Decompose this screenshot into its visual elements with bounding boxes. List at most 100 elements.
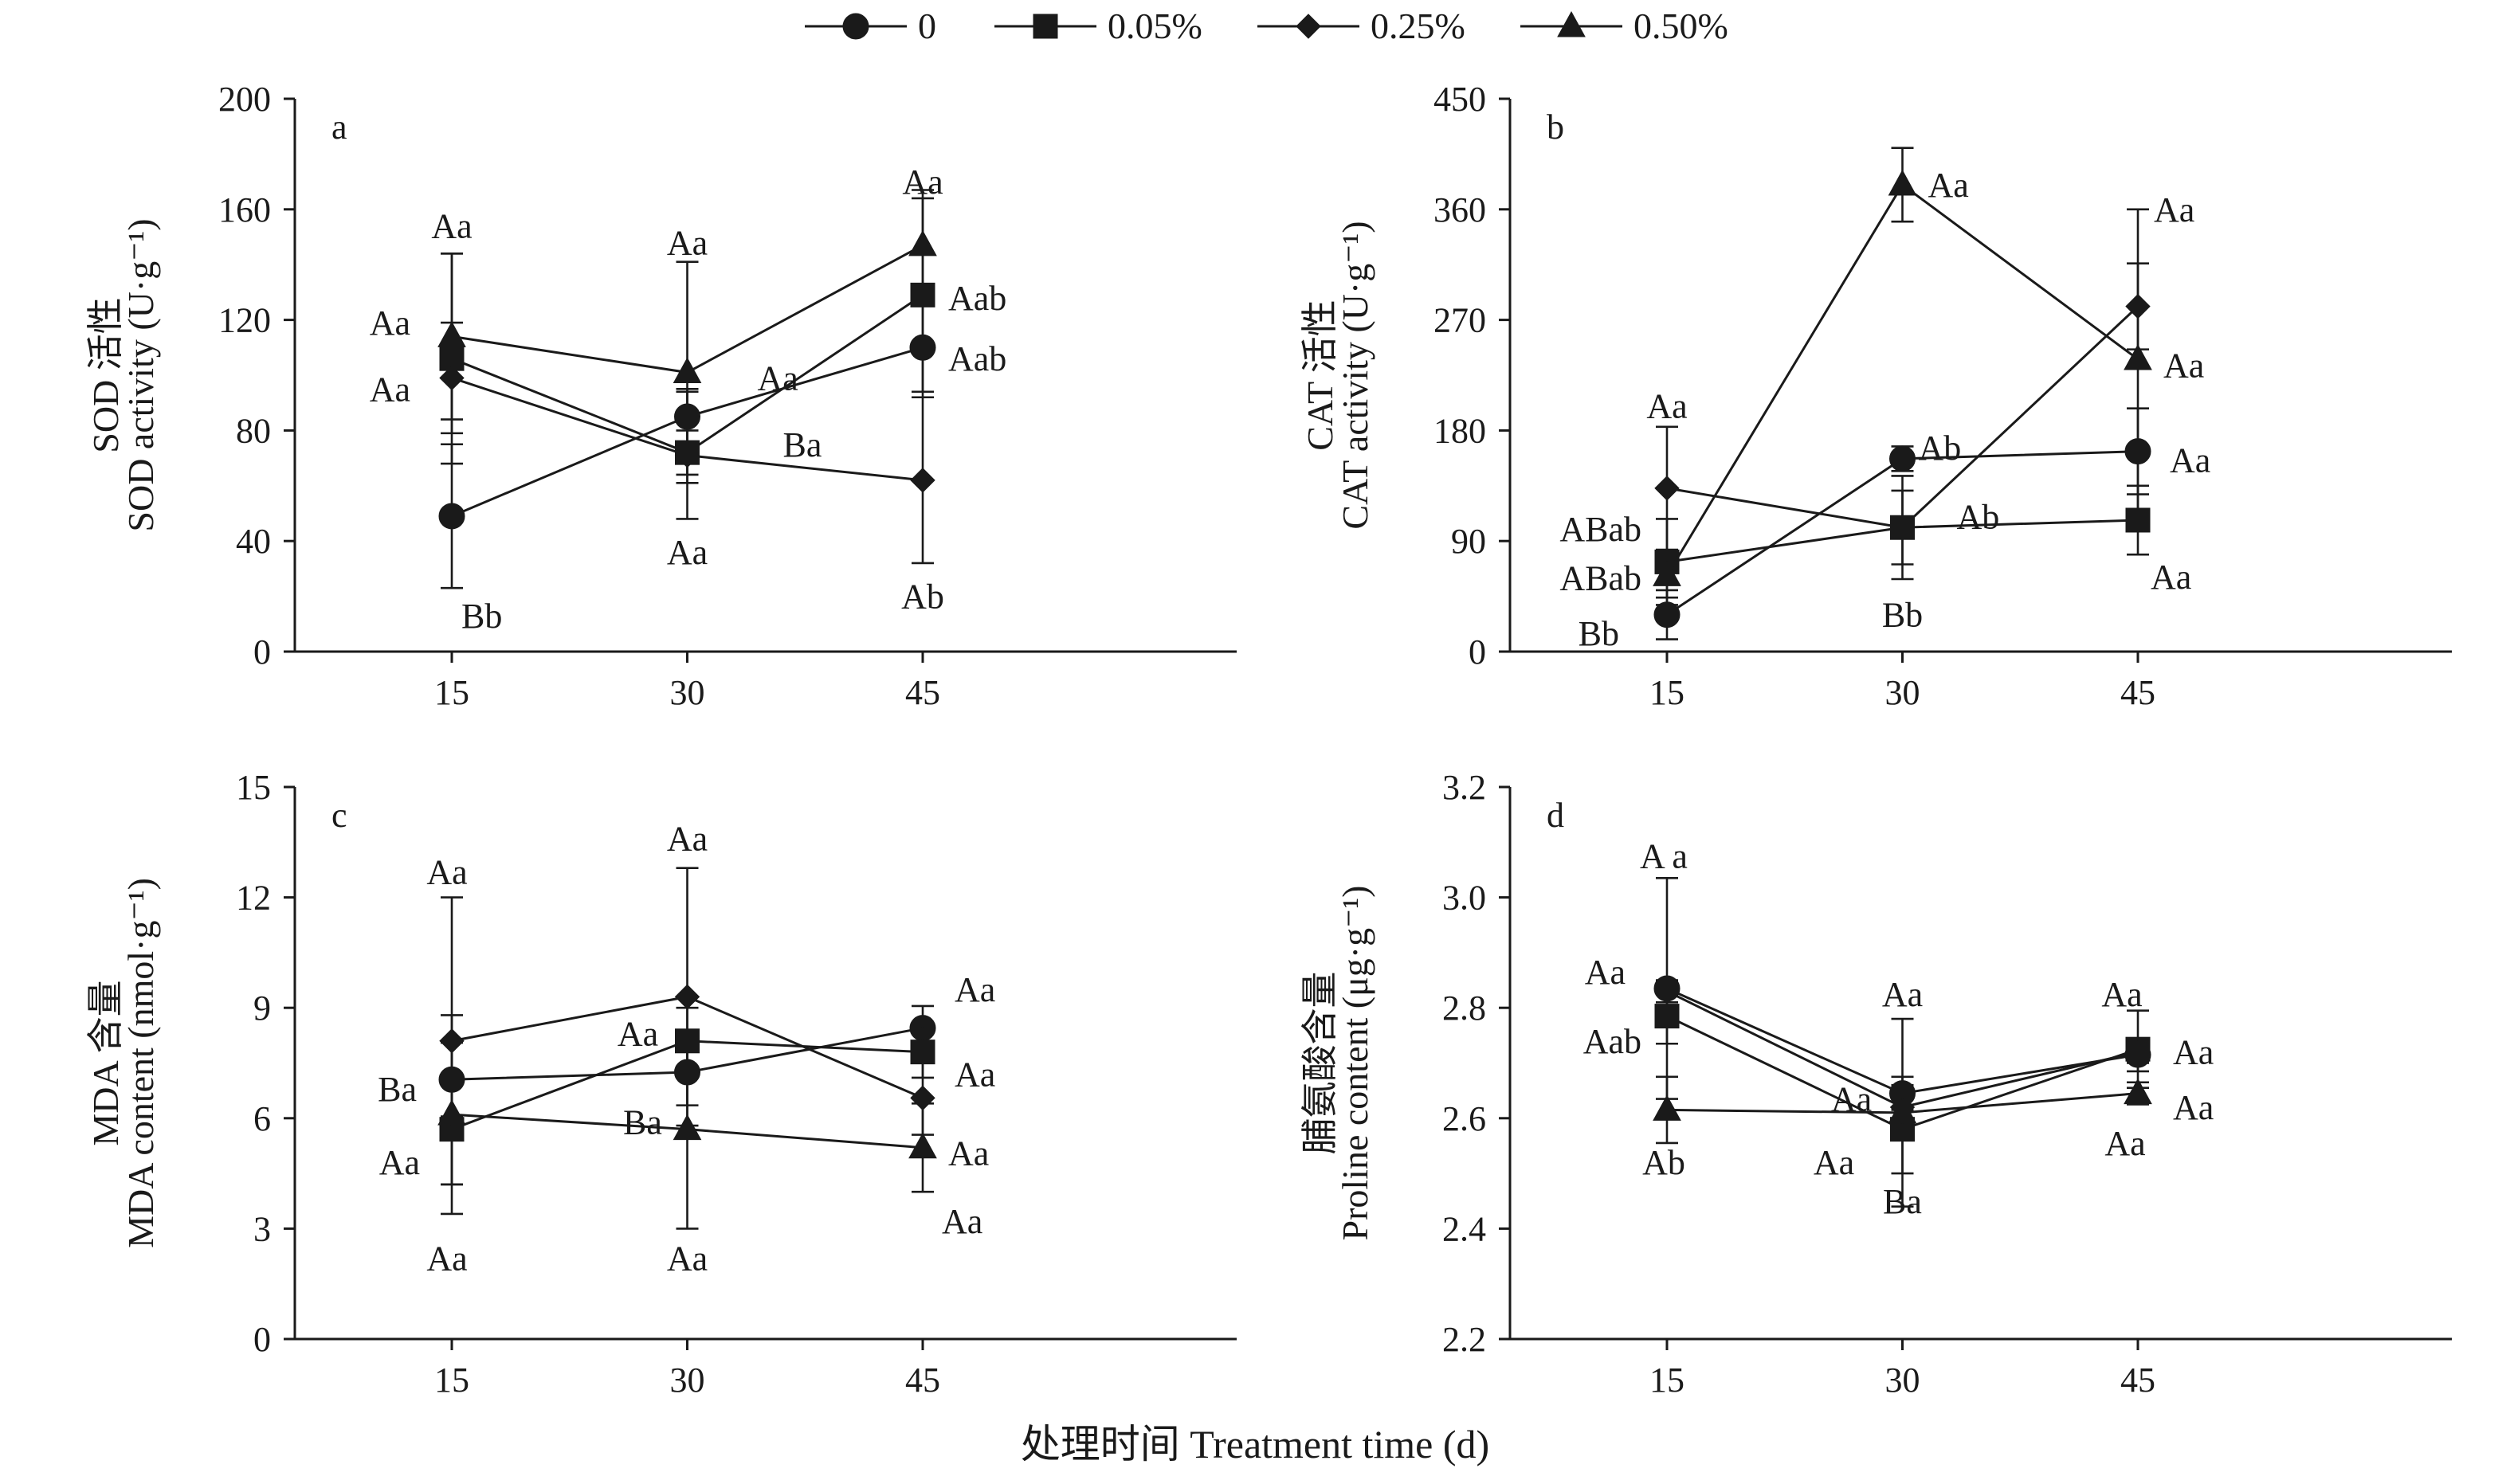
significance-label: Aa [902,162,943,202]
significance-label: Ab [1919,429,1962,468]
y-tick-label: 90 [1451,522,1486,561]
y-tick-label: 9 [253,989,271,1028]
data-point-diamond [1889,515,1916,540]
significance-label: Aa [667,223,708,262]
x-tick-label: 15 [1649,673,1684,712]
data-point-diamond [2125,1039,2151,1065]
significance-label: Ba [783,425,822,464]
series-triangle [437,1014,937,1230]
series-triangle [1653,1017,2152,1208]
legend-marker-triangle [1557,10,1586,37]
significance-label: Ba [623,1102,662,1141]
series-diamond [1654,262,2151,566]
y-tick-label: 360 [1433,190,1486,229]
x-tick-label: 30 [1885,1361,1920,1400]
series-triangle [437,189,937,484]
data-point-triangle [908,229,937,256]
significance-label: Aa [1928,166,1969,205]
legend-marker-diamond [1296,14,1321,39]
data-point-diamond [1654,978,1680,1004]
significance-label: Bb [1882,596,1923,635]
y-tick-label: 6 [253,1099,271,1138]
significance-label: Aab [948,279,1006,318]
y-tick-label: 2.6 [1442,1099,1486,1138]
y-tick-label: 0 [253,1320,271,1359]
x-tick-label: 30 [670,673,705,712]
significance-label: Aa [426,1239,467,1278]
x-tick-label: 15 [434,1361,469,1400]
x-tick-label: 45 [2120,1361,2155,1400]
legend-marker-square [1033,14,1058,39]
significance-label: Aa [426,852,467,891]
legend-marker-circle [842,13,869,40]
data-point-triangle [437,321,466,347]
panel-label: a [331,108,347,147]
significance-label: Aa [1814,1143,1854,1182]
legend: 0 0.05% 0.25% 0.50% [805,6,1728,46]
y-tick-label: 0 [1469,632,1486,672]
y-axis-label-cn: 脯氨酸含量 [1300,972,1340,1155]
data-point-triangle [2124,343,2152,370]
y-tick-label: 2.4 [1442,1209,1486,1248]
significance-label: Aa [1882,975,1923,1014]
y-tick-label: 200 [218,80,271,119]
significance-label: Aa [370,370,410,409]
significance-label: Aa [948,1134,989,1173]
significance-label: Ba [378,1070,417,1109]
significance-label: ABab [1559,558,1641,597]
significance-label: Aa [2154,190,2194,229]
significance-label: Aa [2101,975,2142,1014]
significance-label: Aa [667,1239,708,1278]
y-tick-label: 12 [236,879,271,918]
panel-label: b [1547,108,1564,147]
x-tick-label: 45 [2120,673,2155,712]
series-circle [1653,407,2151,640]
y-axis-label-cn: SOD 活性 [85,297,126,453]
legend-item: 0.25% [1257,6,1465,46]
significance-label: Aa [618,1015,658,1054]
y-tick-label: 270 [1433,301,1486,340]
y-tick-label: 2.8 [1442,989,1486,1028]
legend-label: 0.25% [1371,6,1465,46]
data-point-diamond [1654,476,1680,501]
data-point-diamond [674,984,700,1010]
x-tick-label: 15 [434,673,469,712]
significance-label: Ab [1642,1143,1685,1182]
data-point-triangle [1653,560,1681,586]
y-tick-label: 450 [1433,80,1486,119]
data-point-triangle [1653,1094,1681,1121]
y-tick-label: 40 [236,522,271,561]
y-tick-label: 3 [253,1209,271,1248]
legend-item: 0.50% [1520,6,1728,46]
significance-label: Aa [955,970,995,1009]
significance-label: Aa [2151,558,2191,597]
significance-label: Ab [901,578,944,617]
data-point-triangle [1888,169,1917,196]
data-point-circle [1889,445,1916,472]
data-point-square [2125,507,2151,533]
series-triangle [1653,147,2152,599]
significance-label: Bb [1579,614,1619,653]
data-point-circle [438,503,465,530]
y-tick-label: 15 [236,768,271,807]
data-point-triangle [673,357,702,384]
y-tick-label: 120 [218,301,271,340]
y-axis-label-en: Proline content (μg·g⁻¹) [1335,886,1375,1241]
significance-label: Aa [1831,1080,1872,1119]
data-point-triangle [1888,1097,1917,1124]
significance-label: Aa [2170,441,2210,480]
legend-label: 0.05% [1108,6,1202,46]
significance-label: Ba [1883,1182,1922,1221]
significance-label: Aa [1646,387,1687,426]
significance-label: Aa [2173,1033,2214,1072]
y-tick-label: 3.0 [1442,879,1486,918]
legend-label: 0.50% [1633,6,1728,46]
x-tick-label: 30 [1885,673,1920,712]
panel-label: d [1547,796,1564,835]
significance-label: Aab [948,339,1006,378]
